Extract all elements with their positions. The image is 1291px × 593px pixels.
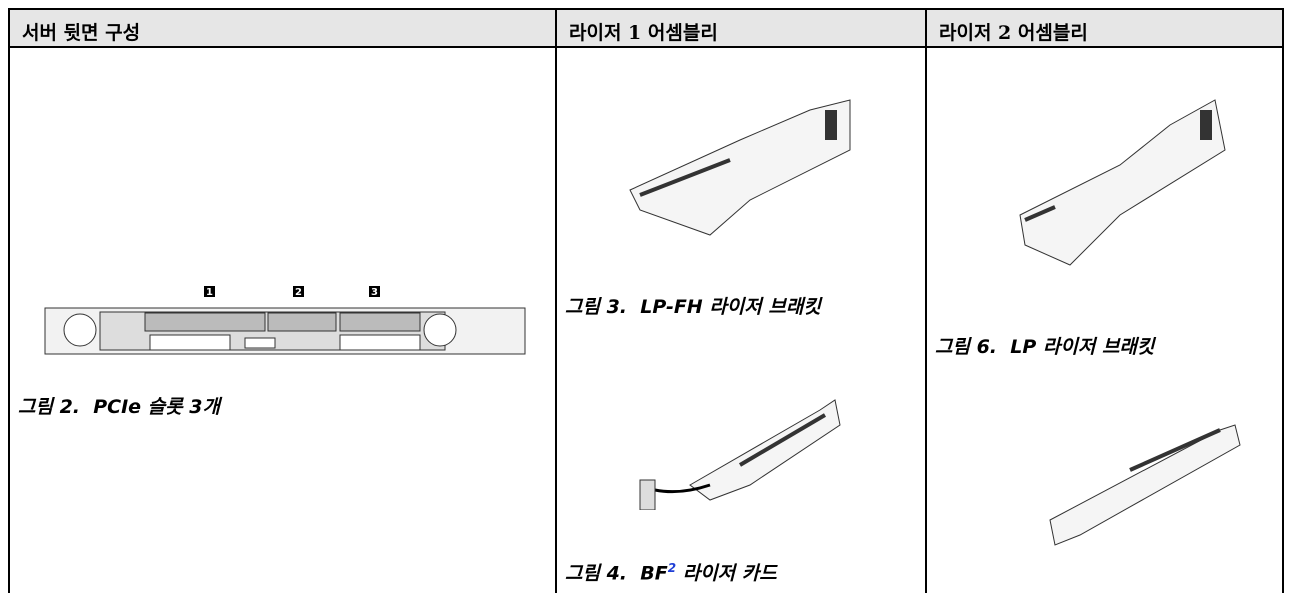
riser-card-image bbox=[639, 399, 841, 510]
body-cell bbox=[925, 48, 1284, 593]
caption: 그림 2. PCIe 슬롯 3개 bbox=[18, 396, 220, 418]
callout: 1 bbox=[206, 287, 213, 298]
header-cell: 서버 뒷면 구성 bbox=[8, 8, 555, 48]
caption-text: 그림 4. BF bbox=[565, 562, 668, 585]
body-cell bbox=[555, 48, 925, 593]
body-cell bbox=[8, 48, 555, 593]
caption-text: 라이저 카드 bbox=[676, 562, 777, 585]
riser-bracket-image bbox=[1019, 99, 1226, 266]
riser-bracket-image bbox=[629, 99, 851, 236]
footnote-link[interactable]: 2 bbox=[667, 561, 677, 575]
server-rear-image: 1 2 3 bbox=[44, 286, 526, 355]
header-cell: 라이저 2 어셈블리 bbox=[925, 8, 1284, 48]
riser-card-image bbox=[1049, 424, 1241, 546]
caption: 그림 4. BF2 라이저 카드 bbox=[565, 557, 777, 585]
caption: 그림 3. LP-FH 라이저 브래킷 bbox=[565, 296, 821, 318]
caption: 그림 6. LP 라이저 브래킷 bbox=[935, 336, 1155, 358]
callout: 2 bbox=[295, 287, 302, 298]
header-cell: 라이저 1 어셈블리 bbox=[555, 8, 925, 48]
callout: 3 bbox=[371, 287, 378, 298]
